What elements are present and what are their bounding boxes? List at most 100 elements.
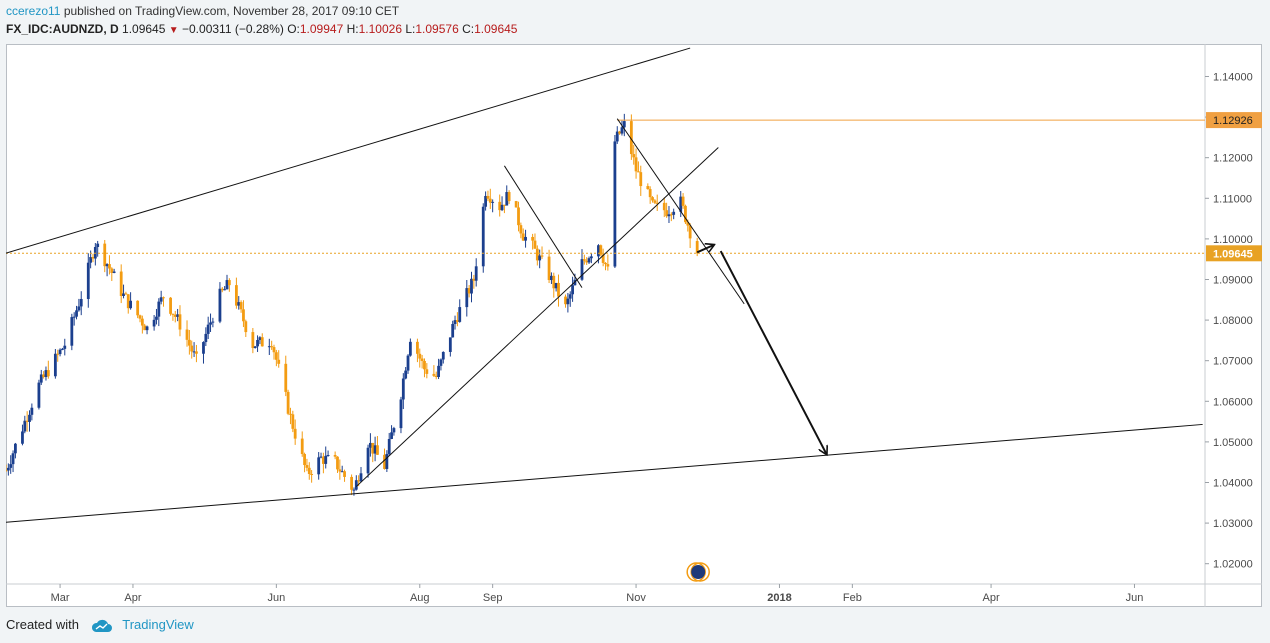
candle-up: [319, 456, 323, 458]
candle-down: [286, 391, 290, 414]
candle-up: [152, 319, 156, 327]
candle-down: [42, 374, 46, 378]
australia-flag-icon: [691, 565, 706, 579]
candle-up: [613, 141, 617, 267]
candle-up: [211, 321, 215, 323]
candle-down: [124, 293, 128, 295]
author-link[interactable]: ccerezo11: [6, 4, 61, 18]
symbol-label[interactable]: FX_IDC:AUDNZD, D: [6, 22, 119, 36]
candle-up: [218, 288, 222, 322]
candle-up: [538, 255, 542, 261]
candle-up: [105, 264, 109, 267]
candle-down: [270, 346, 274, 348]
price-change: −0.00311 (−0.28%): [182, 22, 284, 36]
y-tick-label: 1.09000: [1213, 274, 1253, 286]
candle-down: [46, 370, 50, 377]
candle-up: [500, 204, 504, 211]
candlestick-chart[interactable]: 1.140001.130001.120001.110001.100001.090…: [6, 44, 1262, 607]
x-tick-label: Nov: [626, 592, 646, 604]
candle-down: [648, 189, 652, 198]
candle-down: [284, 363, 288, 392]
candle-up: [392, 428, 396, 433]
y-tick-label: 1.04000: [1213, 477, 1253, 489]
candle-down: [239, 302, 243, 310]
candle-up: [37, 382, 41, 408]
published-text: published on TradingView.com, November 2…: [60, 4, 400, 18]
candle-up: [267, 346, 271, 348]
candle-up: [75, 310, 78, 317]
candle-up: [672, 211, 676, 215]
candle-up: [566, 298, 570, 305]
candle-up: [39, 374, 43, 383]
candle-down: [277, 359, 281, 364]
candle-up: [550, 275, 553, 281]
candle-down: [585, 260, 589, 263]
candle-down: [187, 339, 191, 346]
candle-down: [467, 288, 471, 294]
open-label: O:: [287, 22, 300, 36]
candle-up: [597, 245, 600, 257]
candle-down: [507, 192, 511, 202]
y-tick-label: 1.08000: [1213, 315, 1253, 327]
candle-up: [202, 342, 205, 354]
down-triangle-icon: ▼: [168, 25, 179, 36]
candle-up: [366, 447, 370, 474]
candle-up: [448, 337, 452, 352]
trendline: [6, 47, 691, 254]
publish-info: ccerezo11 published on TradingView.com, …: [6, 4, 399, 18]
x-tick-label: Jun: [267, 592, 285, 604]
candle-up: [96, 243, 100, 247]
tradingview-brand[interactable]: TradingView: [122, 617, 194, 632]
candle-up: [112, 271, 116, 273]
candle-down: [140, 318, 144, 326]
candle-up: [176, 314, 180, 317]
candle-up: [390, 432, 393, 439]
candle-up: [317, 457, 321, 475]
candle-down: [653, 200, 657, 203]
x-tick-label: Sep: [483, 592, 503, 604]
candle-up: [465, 288, 469, 308]
candle-up: [437, 365, 440, 377]
candle-down: [557, 282, 560, 297]
candle-up: [589, 256, 593, 259]
chart-panel[interactable]: [6, 44, 1262, 607]
resistance-price-tag: [1206, 112, 1262, 129]
candle-down: [418, 353, 422, 359]
x-tick-label: Aug: [410, 592, 430, 604]
candle-up: [79, 298, 83, 307]
candle-down: [274, 352, 278, 360]
candle-down: [665, 210, 669, 217]
candle-up: [145, 326, 149, 331]
candle-down: [338, 469, 342, 472]
y-tick-label: 1.05000: [1213, 437, 1253, 449]
projection-arrow: [696, 245, 713, 254]
candle-down: [606, 264, 610, 267]
candle-down: [272, 347, 276, 353]
candle-down: [162, 297, 165, 299]
candle-down: [432, 373, 436, 376]
x-tick-label: Feb: [843, 592, 862, 604]
candle-down: [517, 207, 520, 226]
candle-up: [441, 351, 445, 360]
y-tick-label: 1.12000: [1213, 153, 1253, 165]
candle-down: [336, 456, 339, 470]
last-price-label: 1.09645: [1213, 248, 1253, 260]
high-label: H:: [346, 22, 359, 36]
tradingview-cloud-icon: [91, 619, 112, 632]
candle-down: [321, 456, 325, 464]
candle-up: [209, 322, 212, 325]
candle-down: [242, 309, 245, 322]
candle-down: [434, 375, 438, 377]
candle-up: [9, 464, 13, 468]
candle-up: [622, 121, 626, 128]
candle-up: [340, 471, 344, 473]
candle-down: [143, 325, 147, 331]
candle-up: [122, 293, 125, 296]
candle-down: [173, 314, 177, 317]
candle-up: [373, 445, 377, 454]
candle-down: [564, 296, 567, 305]
candle-up: [21, 431, 24, 444]
candle-down: [185, 329, 189, 340]
candle-down: [376, 445, 379, 455]
candle-down: [227, 280, 231, 286]
